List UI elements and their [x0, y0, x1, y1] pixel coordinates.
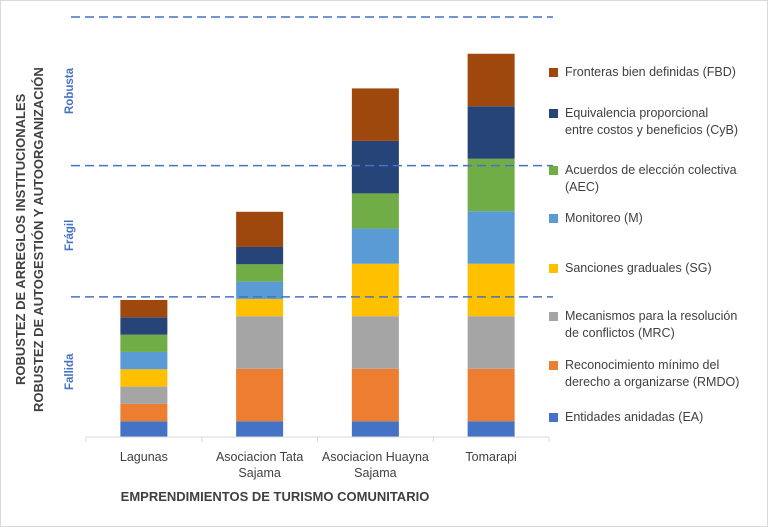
bar-segment-1-1 — [120, 421, 168, 437]
legend-item-3: Acuerdos de elección colectiva (AEC) — [549, 162, 765, 196]
bar-segment-2-1 — [236, 421, 284, 437]
legend-label: Fronteras bien definidas (FBD) — [565, 64, 765, 81]
legend-swatch — [549, 166, 558, 175]
legend-swatch — [549, 214, 558, 223]
bar-segment-3-5 — [351, 228, 399, 264]
legend-label-line: Mecanismos para la resolución — [565, 309, 738, 323]
category-label-line: Asociacion Huayna — [321, 450, 429, 464]
legend-item-6: Mecanismos para la resolución de conflict… — [549, 308, 765, 342]
bar-segment-4-8 — [467, 53, 515, 107]
legend-swatch — [549, 264, 558, 273]
bar-segment-2-6 — [236, 264, 284, 282]
bar-segment-3-7 — [351, 140, 399, 194]
legend-swatch — [549, 361, 558, 370]
x-axis-title: EMPRENDIMIENTOS DE TURISMO COMUNITARIO — [120, 489, 430, 504]
y-axis-title-line-1: ROBUSTEZ DE ARREGLOS INSTITUCIONALES — [13, 93, 28, 385]
legend-label: Equivalencia proporcional entre costos y … — [565, 105, 765, 139]
legend-label-line: Monitoreo (M) — [565, 211, 643, 225]
legend-label-line: (AEC) — [565, 180, 600, 194]
legend-item-1: Fronteras bien definidas (FBD) — [549, 64, 765, 81]
bar-segment-1-8 — [120, 299, 168, 318]
bar-segment-1-4 — [120, 369, 168, 387]
legend-label: Acuerdos de elección colectiva (AEC) — [565, 162, 765, 196]
bar-segment-4-2 — [467, 368, 515, 422]
category-label-3: Asociacion Huayna Sajama — [316, 449, 434, 481]
bar-segment-3-4 — [351, 263, 399, 317]
category-label-line: Sajama — [354, 466, 397, 480]
zone-label-3: Robusta — [64, 68, 76, 115]
bar-segment-3-1 — [351, 421, 399, 437]
legend-label: Sanciones graduales (SG) — [565, 260, 765, 277]
legend-label: Mecanismos para la resolución de conflict… — [565, 308, 765, 342]
category-label-line: Asociacion Tata — [215, 450, 304, 464]
bar-segment-1-6 — [120, 334, 168, 352]
bar-segment-2-3 — [236, 316, 284, 369]
bar-segment-3-3 — [351, 316, 399, 369]
legend-label-line: Equivalencia proporcional — [565, 106, 709, 120]
bar-segment-2-8 — [236, 211, 284, 247]
chart-legend: Fronteras bien definidas (FBD) Equivalenc… — [549, 1, 764, 441]
zone-label-1: Fallida — [64, 353, 76, 390]
legend-item-8: Entidades anidadas (EA) — [549, 409, 765, 426]
bar-segment-1-7 — [120, 317, 168, 335]
category-label-line: Lagunas — [119, 450, 168, 464]
bar-segment-2-5 — [236, 281, 284, 299]
bar-segment-4-5 — [467, 211, 515, 264]
category-label-1: Lagunas — [85, 449, 203, 465]
bar-segment-4-3 — [467, 316, 515, 369]
legend-label-line: Sanciones graduales (SG) — [565, 261, 712, 275]
legend-item-2: Equivalencia proporcional entre costos y … — [549, 105, 765, 139]
bar-segment-4-6 — [467, 158, 515, 212]
legend-label-line: derecho a organizarse (RMDO) — [565, 375, 740, 389]
bar-segment-1-5 — [120, 351, 168, 370]
y-axis-title-line-2: ROBUSTEZ DE AUTOGESTIÓN Y AUTOORGANIZACI… — [31, 67, 46, 412]
legend-swatch — [549, 413, 558, 422]
legend-label-line: de conflictos (MRC) — [565, 326, 675, 340]
bar-segment-4-7 — [467, 106, 515, 159]
legend-label-line: Reconocimiento mínimo del — [565, 358, 720, 372]
legend-label-line: Acuerdos de elección colectiva — [565, 163, 737, 177]
legend-label-line: Fronteras bien definidas (FBD) — [565, 65, 736, 79]
category-label-4: Tomarapi — [432, 449, 550, 465]
legend-label-line: entre costos y beneficios (CyB) — [565, 123, 738, 137]
legend-label: Monitoreo (M) — [565, 210, 765, 227]
category-label-line: Tomarapi — [465, 450, 517, 464]
bar-segment-4-4 — [467, 263, 515, 317]
category-label-line: Sajama — [238, 466, 281, 480]
legend-swatch — [549, 312, 558, 321]
bar-segment-1-3 — [120, 386, 168, 404]
legend-item-5: Sanciones graduales (SG) — [549, 260, 765, 277]
bar-segment-3-6 — [351, 193, 399, 229]
bar-segment-2-7 — [236, 246, 284, 265]
legend-swatch — [549, 68, 558, 77]
zone-label-2: Frágil — [64, 219, 76, 251]
legend-label: Entidades anidadas (EA) — [565, 409, 765, 426]
bar-segment-1-2 — [120, 403, 168, 422]
legend-item-4: Monitoreo (M) — [549, 210, 765, 227]
bar-segment-3-2 — [351, 368, 399, 422]
bar-segment-4-1 — [467, 421, 515, 437]
legend-swatch — [549, 109, 558, 118]
category-label-2: Asociacion Tata Sajama — [201, 449, 319, 481]
bar-segment-2-2 — [236, 368, 284, 422]
legend-label-line: Entidades anidadas (EA) — [565, 410, 704, 424]
legend-label: Reconocimiento mínimo del derecho a organ… — [565, 357, 765, 391]
bar-segment-3-8 — [351, 88, 399, 141]
legend-item-7: Reconocimiento mínimo del derecho a organ… — [549, 357, 765, 391]
bar-segment-2-4 — [236, 298, 284, 317]
